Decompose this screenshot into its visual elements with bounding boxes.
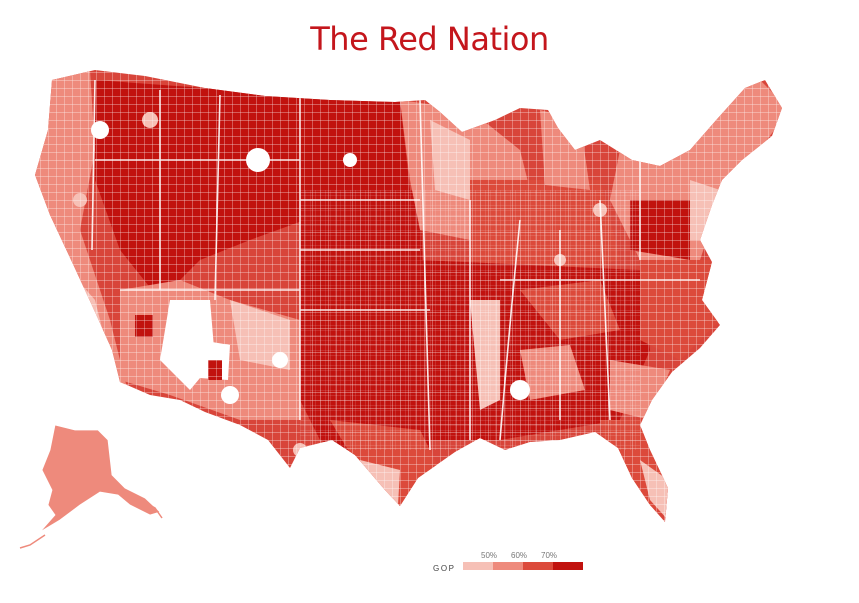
legend-swatch-medium [523, 562, 553, 570]
legend-swatch-dark [553, 562, 583, 570]
legend-swatch-light [493, 562, 523, 570]
alaska [19, 424, 163, 549]
legend-tick-70: 70% [541, 551, 558, 560]
legend-label: GOP [433, 564, 456, 573]
map-title: The Red Nation [310, 20, 549, 58]
legend-swatch-lightest [463, 562, 493, 570]
legend: GOP 50% 60% 70% [433, 551, 593, 581]
state-borders [91, 79, 700, 451]
legend-tick-50: 50% [481, 551, 498, 560]
legend-tick-60: 60% [511, 551, 528, 560]
